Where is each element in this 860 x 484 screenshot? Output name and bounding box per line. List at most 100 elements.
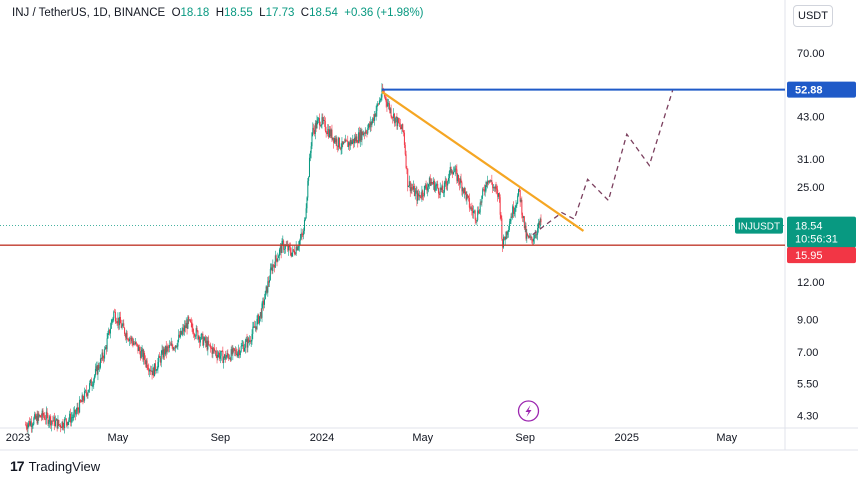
candle-body xyxy=(408,185,410,187)
candle-body xyxy=(504,239,506,241)
close-label: C xyxy=(300,7,310,19)
candle-body xyxy=(151,370,153,376)
candle-body xyxy=(423,185,425,196)
candle-body xyxy=(136,343,138,345)
candle-body xyxy=(353,138,355,144)
candle-body xyxy=(273,265,275,268)
candle-body xyxy=(370,122,372,126)
tradingview-mark-icon: 17 xyxy=(10,458,25,474)
candle-body xyxy=(410,187,412,192)
candle-body xyxy=(320,124,322,127)
candle-body xyxy=(402,124,404,131)
candle-body xyxy=(472,210,474,214)
candle-body xyxy=(204,337,206,343)
candle-body xyxy=(463,188,465,194)
candle-body xyxy=(417,193,419,201)
candle-body xyxy=(313,129,315,134)
candle-body xyxy=(447,181,449,186)
candle-body xyxy=(413,186,415,196)
candle-body xyxy=(270,267,272,270)
candle-body xyxy=(207,340,209,350)
candle-body xyxy=(41,410,43,418)
x-tick-label: May xyxy=(716,432,737,444)
candle-body xyxy=(328,129,330,138)
candle-body xyxy=(100,358,102,359)
candle-body xyxy=(426,188,428,191)
candle-body xyxy=(243,344,245,352)
candle-body xyxy=(332,137,334,140)
candle-body xyxy=(418,195,420,197)
projection-path[interactable] xyxy=(532,90,674,236)
ohlc-legend: INJ / TetherUS, 1D, BINANCE O18.18 H18.5… xyxy=(12,7,424,19)
candle-body xyxy=(290,252,292,257)
candle-body xyxy=(418,193,420,197)
candle-body xyxy=(95,366,97,369)
candle-body xyxy=(385,97,387,103)
candle-body xyxy=(55,419,57,421)
candle-body xyxy=(49,416,51,426)
candle-body xyxy=(219,352,221,359)
candle-body xyxy=(125,332,127,338)
candle-body xyxy=(129,338,131,340)
candle-body xyxy=(493,187,495,189)
y-tick-label: 4.30 xyxy=(797,410,818,422)
candle-body xyxy=(94,368,96,376)
tradingview-logo[interactable]: 17 TradingView xyxy=(10,458,100,474)
candle-body xyxy=(189,319,191,321)
candle-body xyxy=(323,120,325,122)
candle-body xyxy=(208,340,210,345)
candle-body xyxy=(88,389,90,393)
candle-body xyxy=(398,118,400,123)
candle-body xyxy=(144,359,146,365)
candle-body xyxy=(298,240,300,247)
candle-body xyxy=(205,340,207,343)
candle-body xyxy=(505,231,507,240)
candle-body xyxy=(184,325,186,332)
candle-body xyxy=(493,187,495,189)
candle-body xyxy=(106,338,108,350)
candle-body xyxy=(197,330,199,340)
candle-body xyxy=(438,188,440,194)
candle-body xyxy=(164,345,166,355)
candle-body xyxy=(353,137,355,144)
candle-body xyxy=(298,246,300,248)
candle-body xyxy=(122,323,124,326)
candle-body xyxy=(501,218,503,239)
candle-body xyxy=(515,205,517,207)
candle-body xyxy=(238,349,240,353)
candle-body xyxy=(50,420,52,426)
ticker-badge[interactable] xyxy=(735,217,783,234)
candle-body xyxy=(273,264,275,266)
candle-body xyxy=(28,421,30,425)
candle-body xyxy=(142,349,144,360)
candle-body xyxy=(284,245,286,249)
candle-body xyxy=(372,117,374,122)
candle-body xyxy=(113,311,115,319)
candle-body xyxy=(265,286,267,291)
candle-body xyxy=(534,234,536,239)
candle-body xyxy=(262,300,264,304)
candle-body xyxy=(109,328,111,334)
currency-button[interactable]: USDT xyxy=(793,5,833,27)
candle-body xyxy=(119,317,121,324)
candle-body xyxy=(393,113,395,119)
candle-body xyxy=(433,180,435,185)
candle-body xyxy=(303,220,305,231)
candle-body xyxy=(322,117,324,121)
candle-body xyxy=(35,415,37,419)
candle-body xyxy=(347,140,349,147)
candle-body xyxy=(139,347,141,352)
candle-body xyxy=(531,237,533,240)
candle-body xyxy=(468,197,470,208)
x-tick-label: Sep xyxy=(211,432,231,444)
candle-body xyxy=(170,343,172,346)
descending-trendline[interactable] xyxy=(381,90,585,232)
candle-body xyxy=(112,318,114,321)
candle-body xyxy=(413,186,415,190)
candle-body xyxy=(424,185,426,186)
candle-body xyxy=(31,425,33,427)
candle-body xyxy=(127,339,129,340)
candle-body xyxy=(90,379,92,386)
candle-body xyxy=(214,351,216,352)
